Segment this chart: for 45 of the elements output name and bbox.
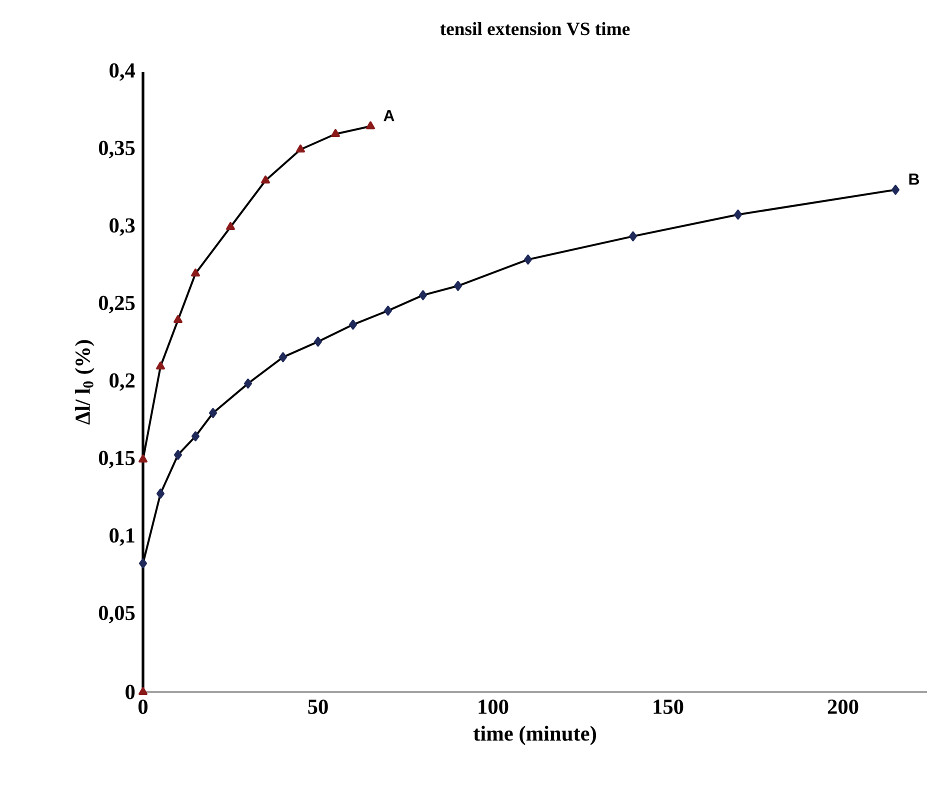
point: [629, 231, 638, 242]
y-tick-label: 0,25: [98, 296, 135, 314]
x-tick-label: 50: [308, 700, 328, 714]
y-tick-label: 0,1: [110, 528, 134, 546]
point: [524, 254, 532, 265]
series-label: B: [909, 174, 920, 185]
point: [331, 129, 340, 137]
point: [139, 558, 147, 568]
point: [296, 144, 305, 153]
series-label: A: [384, 110, 394, 122]
y-tick-label: 0,4: [110, 63, 136, 81]
point: [174, 315, 182, 323]
point: [349, 320, 358, 330]
point: [454, 280, 462, 291]
point: [226, 222, 235, 230]
y-tick-label: 0,3: [110, 218, 135, 236]
y-tick-label: 0,35: [98, 140, 135, 158]
point: [138, 687, 148, 695]
point: [279, 352, 288, 362]
x-tick-label: 0: [138, 700, 148, 714]
y-axis-title: Δl/ l$_{0}$ (%): [74, 340, 94, 424]
point: [192, 431, 200, 442]
x-tick-label: 100: [478, 700, 508, 714]
chart-title: tensil extension VS time: [440, 22, 630, 36]
point: [314, 336, 322, 347]
point: [419, 290, 428, 300]
point: [138, 454, 148, 463]
point: [366, 121, 375, 130]
y-tick-label: 0,15: [98, 450, 135, 468]
x-tick-label: 200: [828, 700, 858, 714]
point: [209, 408, 217, 418]
x-tick-label: 150: [654, 700, 684, 714]
point: [244, 378, 252, 389]
x-axis-title: time (minute): [473, 726, 596, 746]
y-tick-label: 0,2: [110, 373, 135, 391]
point: [191, 268, 200, 276]
y-tick-label: 0: [126, 684, 135, 700]
y-tick-label: 0,05: [98, 606, 135, 624]
point: [892, 184, 900, 195]
point: [156, 362, 165, 370]
point: [734, 210, 742, 220]
point: [156, 488, 165, 499]
point: [384, 306, 392, 316]
point: [261, 176, 270, 184]
point: [174, 450, 182, 460]
